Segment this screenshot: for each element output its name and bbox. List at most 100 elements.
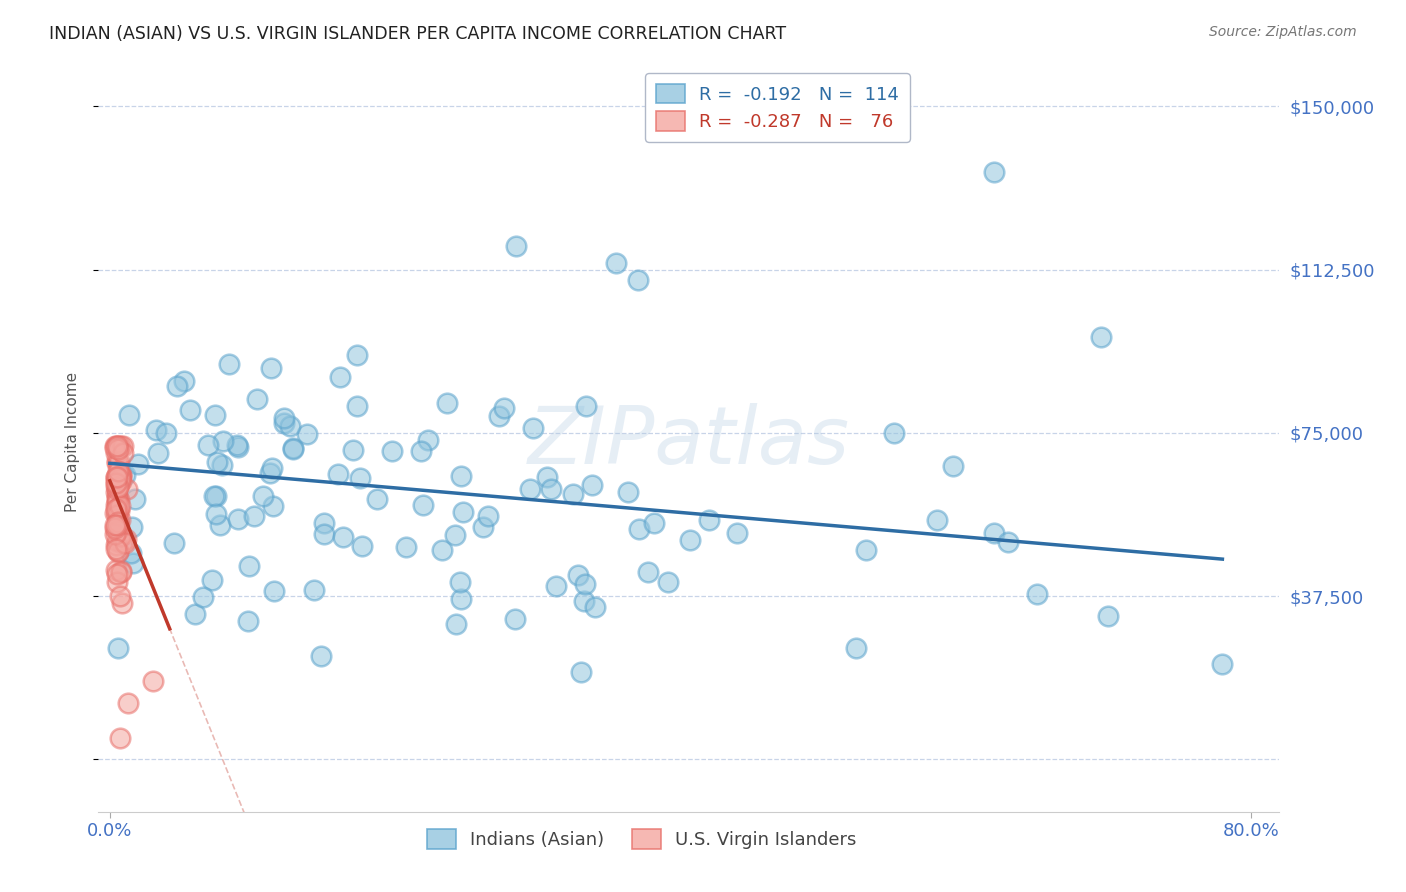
Point	[103, 441, 125, 455]
Point	[145, 424, 167, 438]
Point	[110, 564, 132, 578]
Point	[260, 360, 283, 375]
Point	[278, 418, 301, 433]
Point	[107, 493, 129, 508]
Point	[575, 400, 598, 414]
Point	[111, 536, 134, 550]
Point	[395, 540, 418, 554]
Point	[104, 521, 127, 535]
Point	[855, 543, 877, 558]
Point	[105, 454, 128, 468]
Point	[204, 409, 226, 423]
Point	[110, 468, 132, 483]
Point	[342, 442, 364, 457]
Point	[546, 579, 568, 593]
Point	[105, 524, 128, 538]
Point	[163, 535, 186, 549]
Point	[352, 539, 374, 553]
Point	[105, 470, 128, 484]
Point	[121, 520, 143, 534]
Point	[583, 599, 606, 614]
Point	[536, 470, 558, 484]
Point	[488, 409, 510, 423]
Point	[983, 526, 1005, 541]
Point	[637, 566, 659, 580]
Point	[105, 439, 128, 453]
Point	[492, 401, 515, 416]
Point	[110, 469, 132, 483]
Point	[626, 273, 648, 287]
Point	[110, 474, 132, 488]
Point	[105, 516, 128, 531]
Point	[212, 434, 235, 448]
Point	[450, 591, 472, 606]
Point	[107, 471, 129, 485]
Text: INDIAN (ASIAN) VS U.S. VIRGIN ISLANDER PER CAPITA INCOME CORRELATION CHART: INDIAN (ASIAN) VS U.S. VIRGIN ISLANDER P…	[49, 25, 786, 43]
Point	[451, 505, 474, 519]
Point	[997, 534, 1019, 549]
Point	[118, 408, 141, 422]
Point	[346, 399, 368, 413]
Point	[211, 458, 233, 472]
Point	[112, 446, 135, 460]
Point	[115, 532, 138, 546]
Point	[115, 483, 138, 497]
Point	[643, 516, 665, 530]
Point	[114, 467, 136, 482]
Point	[329, 370, 352, 384]
Point	[366, 491, 388, 506]
Point	[105, 517, 128, 532]
Point	[312, 527, 335, 541]
Point	[927, 513, 949, 527]
Point	[110, 596, 132, 610]
Point	[108, 468, 131, 483]
Point	[127, 457, 149, 471]
Point	[105, 524, 128, 538]
Point	[107, 442, 129, 456]
Point	[107, 503, 129, 517]
Point	[202, 490, 225, 504]
Point	[983, 164, 1005, 178]
Point	[295, 426, 318, 441]
Point	[238, 614, 260, 628]
Point	[209, 518, 232, 533]
Point	[349, 471, 371, 485]
Point	[105, 484, 128, 499]
Point	[418, 433, 440, 447]
Text: Source: ZipAtlas.com: Source: ZipAtlas.com	[1209, 25, 1357, 39]
Point	[226, 438, 249, 452]
Point	[110, 589, 132, 603]
Point	[332, 530, 354, 544]
Point	[124, 492, 146, 507]
Point	[409, 443, 432, 458]
Point	[191, 591, 214, 605]
Point	[562, 487, 585, 501]
Point	[105, 498, 128, 512]
Point	[263, 584, 285, 599]
Point	[1097, 608, 1119, 623]
Point	[259, 466, 281, 480]
Point	[522, 421, 544, 435]
Point	[107, 464, 129, 478]
Point	[120, 546, 142, 560]
Point	[108, 731, 131, 745]
Point	[281, 442, 304, 457]
Point	[519, 482, 541, 496]
Point	[108, 439, 131, 453]
Point	[105, 508, 128, 522]
Y-axis label: Per Capita Income: Per Capita Income	[65, 371, 80, 512]
Point	[112, 439, 135, 453]
Point	[430, 543, 453, 558]
Point	[105, 542, 128, 557]
Point	[381, 444, 404, 458]
Point	[942, 459, 965, 474]
Point	[628, 523, 651, 537]
Point	[218, 357, 240, 371]
Point	[105, 470, 128, 484]
Point	[304, 583, 326, 598]
Point	[105, 492, 128, 507]
Point	[105, 439, 128, 453]
Point	[242, 509, 264, 524]
Point	[117, 696, 139, 710]
Point	[1090, 330, 1112, 344]
